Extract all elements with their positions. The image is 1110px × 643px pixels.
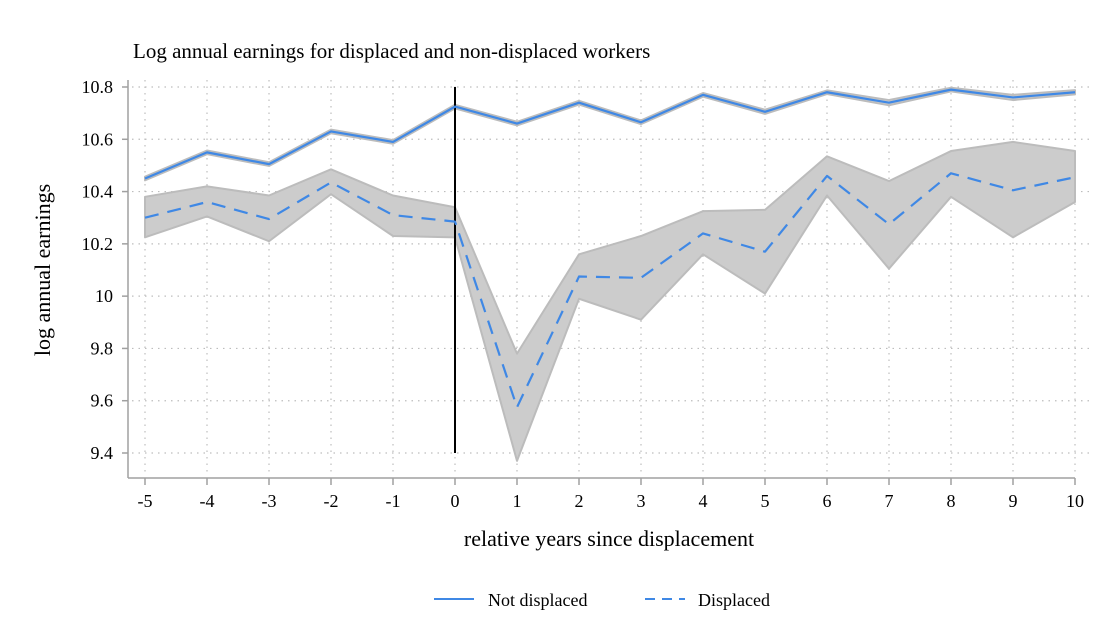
y-tick-label: 10 bbox=[95, 286, 113, 306]
y-tick-label: 9.8 bbox=[91, 338, 114, 358]
x-tick-label: 3 bbox=[637, 491, 646, 511]
legend-label-displaced: Displaced bbox=[698, 590, 770, 610]
confidence-bands bbox=[144, 86, 1076, 462]
x-tick-label: -1 bbox=[386, 491, 401, 511]
y-tick-label: 9.6 bbox=[91, 391, 114, 411]
x-tick-label: 10 bbox=[1066, 491, 1084, 511]
legend-label-not-displaced: Not displaced bbox=[488, 590, 587, 610]
x-tick-label: 0 bbox=[451, 491, 460, 511]
x-tick-label: 2 bbox=[575, 491, 584, 511]
series-line-not-displaced bbox=[144, 88, 1076, 180]
y-tick-label: 9.4 bbox=[91, 443, 114, 463]
x-tick-label: 9 bbox=[1009, 491, 1018, 511]
y-tick-label: 10.4 bbox=[82, 182, 114, 202]
x-tick-label: 6 bbox=[823, 491, 832, 511]
x-tick-label: 8 bbox=[947, 491, 956, 511]
series-line-displaced bbox=[144, 172, 1076, 409]
x-tick-label: -2 bbox=[324, 491, 339, 511]
legend: Not displaced Displaced bbox=[434, 590, 770, 610]
axes: 9.4 9.6 9.8 10 10.2 10.4 10.6 10.8 -5 -4 -3 -2 -1 0 1 2… bbox=[82, 77, 1085, 511]
y-tick-label: 10.6 bbox=[82, 129, 114, 149]
y-axis-label: log annual earnings bbox=[30, 184, 55, 356]
grid bbox=[132, 80, 1090, 475]
y-tick-label: 10.2 bbox=[82, 234, 114, 254]
x-tick-label: 7 bbox=[885, 491, 894, 511]
chart-title: Log annual earnings for displaced and no… bbox=[133, 39, 650, 63]
x-tick-label: 1 bbox=[513, 491, 522, 511]
series-lines bbox=[144, 87, 1076, 453]
x-tick-label: -3 bbox=[262, 491, 277, 511]
y-tick-label: 10.8 bbox=[82, 77, 114, 97]
ci-band-not-displaced bbox=[144, 86, 1076, 182]
x-tick-label: -5 bbox=[138, 491, 153, 511]
x-tick-label: 4 bbox=[699, 491, 708, 511]
x-tick-label: 5 bbox=[761, 491, 770, 511]
x-tick-label: -4 bbox=[200, 491, 215, 511]
x-axis-label: relative years since displacement bbox=[464, 526, 754, 551]
ci-band-displaced bbox=[144, 140, 1076, 462]
